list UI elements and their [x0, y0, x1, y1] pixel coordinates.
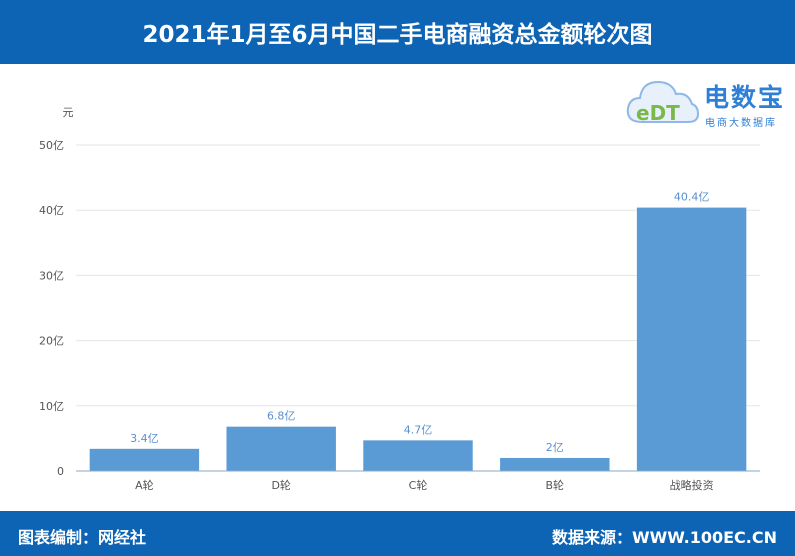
footer-source: 数据来源：WWW.100EC.CN — [551, 528, 777, 547]
bars — [89, 207, 747, 472]
y-tick-label: 50亿 — [39, 139, 64, 152]
y-tick-label: 30亿 — [39, 269, 64, 282]
footer-bar: 图表编制：网经社 数据来源：WWW.100EC.CN — [0, 511, 795, 556]
bar — [363, 440, 473, 471]
bar-value-label: 40.4亿 — [674, 191, 710, 204]
chart-title: 2021年1月至6月中国二手电商融资总金额轮次图 — [142, 22, 653, 48]
brand-logo: eDT 电数宝 电商大数据库 — [624, 70, 789, 132]
bar-value-label: 2亿 — [546, 441, 564, 454]
x-tick-label: 战略投资 — [670, 478, 714, 492]
logo-name: 电数宝 — [704, 83, 786, 112]
x-tick-label: C轮 — [409, 478, 428, 492]
footer-credit: 图表编制：网经社 — [18, 528, 147, 547]
bar — [500, 457, 610, 471]
bar-value-label: 6.8亿 — [267, 410, 296, 423]
cloud-icon: eDT — [626, 80, 700, 125]
x-axis-ticks: A轮 D轮 C轮 B轮 战略投资 — [135, 478, 713, 492]
bar-value-label: 4.7亿 — [404, 423, 433, 436]
y-axis-label: 元 — [63, 106, 74, 119]
bar — [89, 448, 200, 471]
y-tick-label: 20亿 — [39, 335, 64, 348]
x-tick-label: B轮 — [546, 478, 565, 492]
x-tick-label: A轮 — [135, 478, 154, 492]
y-tick-label: 0 — [57, 465, 64, 478]
x-tick-label: D轮 — [271, 478, 290, 492]
bar — [636, 207, 747, 472]
logo-subtitle: 电商大数据库 — [705, 118, 777, 129]
logo-mark: eDT — [636, 101, 680, 125]
chart-title-bar: 2021年1月至6月中国二手电商融资总金额轮次图 — [0, 0, 795, 64]
y-tick-label: 40亿 — [39, 204, 64, 217]
bar-chart: 0 10亿 20亿 30亿 40亿 50亿 元 3.4亿 6.8亿 4.7亿 2亿 40.4亿 A… — [39, 106, 760, 492]
y-tick-label: 10亿 — [39, 400, 64, 413]
bar-value-label: 3.4亿 — [130, 432, 159, 445]
value-labels: 3.4亿 6.8亿 4.7亿 2亿 40.4亿 — [130, 191, 709, 454]
bar — [226, 426, 336, 471]
y-axis-ticks: 0 10亿 20亿 30亿 40亿 50亿 — [39, 139, 64, 478]
